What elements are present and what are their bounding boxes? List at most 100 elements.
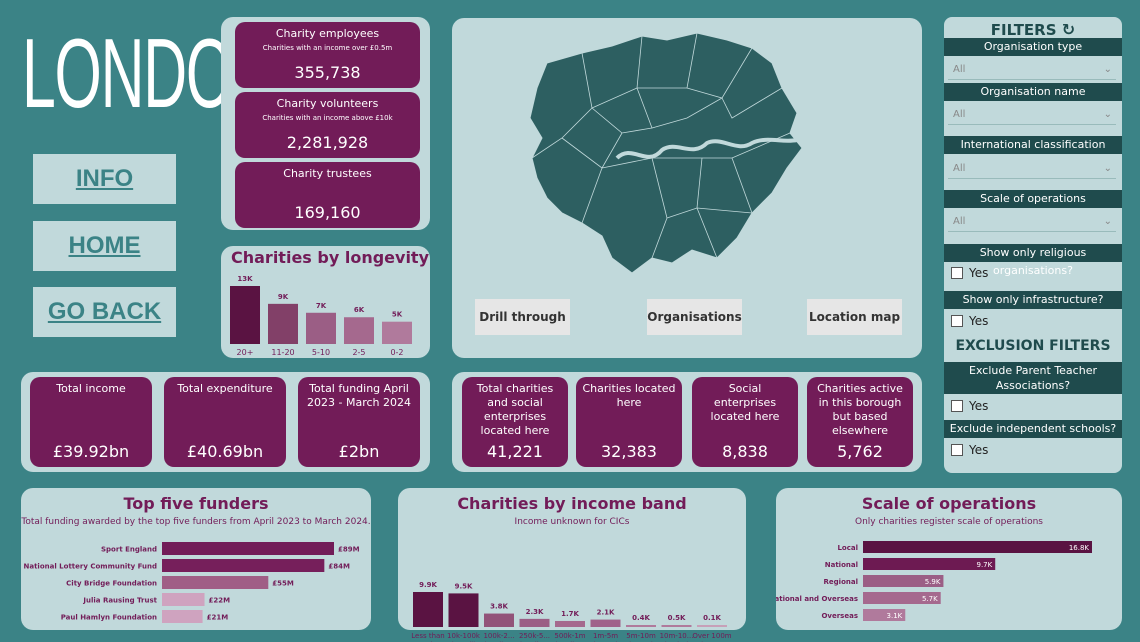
data-label: 5K — [392, 311, 403, 319]
category-label: Local — [837, 544, 858, 552]
bar — [863, 592, 941, 604]
top-funders-chart: Sport England £89M The National Lottery Co… — [21, 542, 360, 623]
category-label: Regional — [824, 578, 858, 586]
data-label: 2.3K — [526, 608, 544, 616]
scale-of-operations-dropdown[interactable]: All ⌄ — [948, 212, 1116, 232]
kpi-value: 8,838 — [722, 442, 768, 461]
checkbox[interactable] — [951, 444, 963, 456]
data-label: 9.5K — [455, 582, 473, 590]
filters-title: FILTERS — [990, 21, 1057, 39]
organisation-name-dropdown[interactable]: All ⌄ — [948, 105, 1116, 125]
kpi-employees: Charity employees Charities with an inco… — [235, 22, 420, 88]
bar — [697, 625, 727, 627]
category-label: 2-5 — [352, 348, 365, 357]
data-label: 9.7K — [976, 561, 992, 569]
category-label: 1m-5m — [593, 632, 618, 640]
exclude-schools-checkbox[interactable]: Yes — [951, 443, 988, 457]
bar — [268, 303, 298, 344]
kpi-volunteers: Charity volunteers Charities with an inc… — [235, 92, 420, 158]
kpi-value: £40.69bn — [186, 442, 264, 461]
chart-subtitle: Total funding awarded by the top five fu… — [21, 517, 371, 527]
home-button[interactable]: HOME — [33, 221, 176, 271]
chevron-down-icon: ⌄ — [1103, 64, 1112, 75]
bar — [306, 312, 336, 344]
kpi-social-enterprises: Social enterprises located here 8,838 — [692, 377, 798, 467]
data-label: 3.8K — [490, 603, 508, 611]
kpi-label: Charities active in this borough but bas… — [817, 382, 903, 437]
bar — [863, 609, 906, 621]
kpi-sub: Charities with an income above £10k — [262, 114, 393, 122]
filter-label: Show only religious organisations? — [944, 244, 1122, 277]
info-button[interactable]: INFO — [33, 154, 176, 204]
reset-icon[interactable]: ↻ — [1061, 20, 1076, 39]
category-label: The National Lottery Community Fund — [21, 563, 157, 571]
infrastructure-checkbox[interactable]: Yes — [951, 314, 988, 328]
go-back-button[interactable]: GO BACK — [33, 287, 176, 337]
dropdown-value: All — [953, 64, 966, 75]
kpi-label: Charities located here — [582, 382, 676, 409]
category-label: Over 100m — [692, 632, 731, 640]
kpi-charities-located: Charities located here 32,383 — [576, 377, 682, 467]
data-label: 3.1K — [887, 612, 903, 620]
category-label: 5-10 — [312, 348, 330, 357]
drill-through-button[interactable]: Drill through — [475, 299, 570, 335]
kpi-label: Total income — [56, 382, 126, 395]
filter-label: Organisation type — [944, 38, 1122, 56]
religious-checkbox[interactable]: Yes — [951, 266, 988, 280]
longevity-panel: Charities by longevity 13K 20+ 9K 11-20 7K 5-… — [221, 246, 430, 358]
kpi-label: Charity trustees — [283, 167, 372, 180]
data-label: 2.1K — [597, 609, 615, 617]
data-label: 5.9K — [925, 578, 941, 586]
filter-label: Exclude independent schools? — [944, 420, 1122, 438]
category-label: Julia Rausing Trust — [82, 597, 157, 605]
chart-title: Charities by longevity — [231, 248, 429, 267]
bar — [519, 618, 550, 627]
data-label: 13K — [237, 275, 253, 283]
bar — [162, 593, 205, 606]
checkbox[interactable] — [951, 267, 963, 279]
bar — [230, 286, 260, 344]
borough-map[interactable] — [452, 18, 922, 298]
bar — [448, 593, 479, 627]
organisations-button[interactable]: Organisations — [647, 299, 742, 335]
kpi-label: Charity volunteers — [276, 97, 379, 110]
location-map-button[interactable]: Location map — [807, 299, 902, 335]
category-label: National — [825, 561, 858, 569]
checkbox[interactable] — [951, 315, 963, 327]
exclusion-filters-title: EXCLUSION FILTERS — [955, 338, 1111, 354]
bar — [162, 576, 269, 589]
bar — [626, 625, 656, 627]
data-label: 16.8K — [1069, 544, 1090, 552]
chevron-down-icon: ⌄ — [1103, 163, 1112, 174]
kpi-label: Charity employees — [275, 27, 380, 40]
category-label: 500k-1m — [554, 632, 585, 640]
data-label: 6K — [354, 306, 365, 314]
data-label: 9.9K — [419, 581, 437, 589]
organisation-type-dropdown[interactable]: All ⌄ — [948, 60, 1116, 80]
bar — [484, 613, 514, 627]
exclude-pta-checkbox[interactable]: Yes — [951, 399, 988, 413]
bar — [162, 542, 334, 555]
data-label: 1.7K — [561, 610, 579, 618]
bar — [590, 619, 621, 627]
category-label: National and Overseas — [776, 595, 858, 603]
kpi-label: Social enterprises located here — [710, 382, 780, 423]
scale-operations-panel: Scale of operations Only charities regis… — [776, 488, 1122, 630]
checkbox[interactable] — [951, 400, 963, 412]
kpi-value: £39.92bn — [52, 442, 130, 461]
kpi-sub: Charities with an income over £0.5m — [262, 44, 393, 52]
international-classification-dropdown[interactable]: All ⌄ — [948, 159, 1116, 179]
longevity-chart: 13K 20+ 9K 11-20 7K 5-10 6K 2-5 5K 0-2 — [230, 275, 412, 357]
bar — [863, 575, 944, 587]
kpi-total-expenditure: Total expenditure £40.69bn — [164, 377, 286, 467]
chart-title: Scale of operations — [861, 494, 1037, 513]
dropdown-value: All — [953, 163, 966, 174]
kpi-value: £2bn — [338, 442, 380, 461]
category-label: 10k-100k — [447, 632, 481, 640]
kpi-value: 5,762 — [837, 442, 883, 461]
filter-label: Scale of operations — [944, 190, 1122, 208]
chevron-down-icon: ⌄ — [1103, 109, 1112, 120]
kpi-label: Total expenditure — [177, 382, 273, 395]
bar — [555, 620, 585, 627]
